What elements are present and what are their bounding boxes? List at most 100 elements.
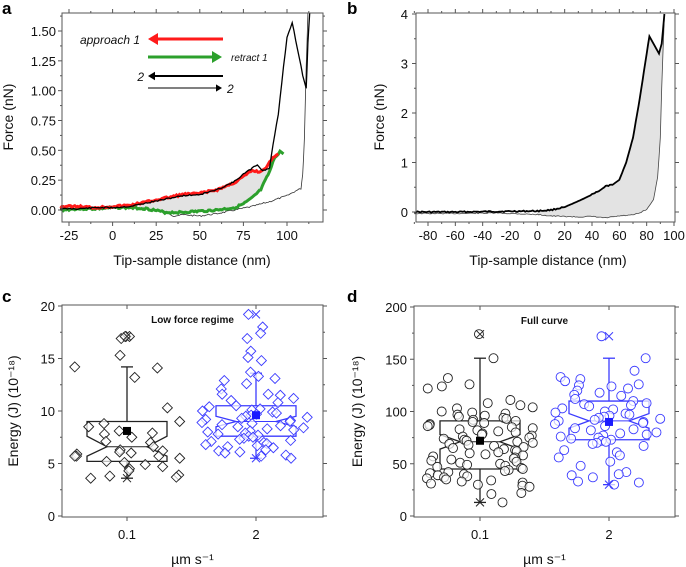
y-tick-label: 2 <box>401 106 408 121</box>
data-point <box>284 434 297 447</box>
legend-arrow-approach-1-head <box>148 33 158 45</box>
data-point <box>480 449 491 460</box>
data-point <box>240 378 253 390</box>
data-point <box>550 419 560 429</box>
x-tick-label: 75 <box>236 228 250 243</box>
data-point <box>517 464 528 474</box>
x-tick-label: 25 <box>149 228 163 243</box>
min-marker <box>604 480 614 490</box>
x-tick-label: -80 <box>419 228 438 243</box>
y-axis-label: Force (nN) <box>371 84 387 151</box>
data-point <box>170 471 182 483</box>
data-point <box>297 422 310 434</box>
data-point <box>609 479 620 490</box>
data-point <box>230 400 242 412</box>
data-point <box>262 388 274 400</box>
data-point <box>151 362 164 374</box>
data-point <box>493 447 504 458</box>
mean-marker <box>605 417 613 426</box>
x-tick-label: 100 <box>276 228 298 243</box>
data-point <box>212 428 224 440</box>
data-point <box>479 418 490 428</box>
data-point <box>550 407 561 418</box>
data-point <box>462 459 473 470</box>
y-tick-label: 150 <box>385 352 407 367</box>
x-tick-label: 0 <box>109 228 116 243</box>
data-point <box>527 402 538 413</box>
y-axis-label: Force (nN) <box>0 84 16 151</box>
data-point <box>200 438 212 451</box>
shaded-energy-area <box>138 151 280 213</box>
shaded-energy-area <box>537 14 665 218</box>
data-point <box>638 418 648 428</box>
panel-letter-c: c <box>2 287 11 306</box>
data-point <box>587 472 598 483</box>
mean-marker <box>123 426 131 435</box>
data-point <box>113 425 125 437</box>
data-point <box>566 470 577 481</box>
data-point <box>493 426 504 437</box>
legend-arrow-retract-2-head <box>216 84 222 92</box>
y-tick-label: 1 <box>401 156 408 171</box>
min-marker <box>475 498 485 507</box>
data-point <box>585 425 596 436</box>
data-point <box>436 381 447 392</box>
data-point <box>269 372 281 385</box>
data-point <box>560 376 571 387</box>
x-tick-label: 2 <box>605 527 612 542</box>
box-group-0_1 <box>69 330 186 484</box>
y-tick-label: 0.50 <box>31 143 56 158</box>
box-group-0_1 <box>422 329 538 508</box>
y-tick-label: 15 <box>41 352 55 367</box>
data-point <box>570 394 581 404</box>
x-tick-label: -60 <box>446 228 465 243</box>
data-point <box>83 421 95 433</box>
x-axis-label: Tip-sample distance (nm) <box>113 252 270 268</box>
max-marker <box>122 332 132 341</box>
data-point <box>236 412 248 424</box>
data-point <box>641 398 652 409</box>
notched-box <box>86 420 168 463</box>
legend-label-retract-2: 2 <box>226 82 234 96</box>
y-tick-label: 0 <box>48 509 55 524</box>
data-point <box>515 400 526 411</box>
legend-label-approach-1: approach 1 <box>80 33 140 47</box>
data-point <box>174 452 186 464</box>
y-tick-label: 5 <box>48 457 55 472</box>
panel-a-force-curve: -25 0 25 50 75 100 0.00 0.25 0.50 0.75 1.00 1.25 1.5… <box>0 9 327 268</box>
y-tick-label: 50 <box>393 457 407 472</box>
x-axis-label: µm s⁻¹ <box>171 551 214 567</box>
max-marker <box>251 310 261 319</box>
data-point <box>605 456 616 467</box>
x-tick-label: 100 <box>663 228 685 243</box>
y-tick-label: 0.25 <box>31 173 56 188</box>
data-point <box>219 447 231 459</box>
data-point <box>497 497 508 508</box>
data-point <box>125 447 137 459</box>
y-axis-label: Energy (J) (10⁻¹⁸) <box>5 355 21 466</box>
series-approach-2-line <box>60 13 311 211</box>
notched-box <box>568 400 650 441</box>
data-point <box>153 450 165 462</box>
data-point <box>640 353 651 364</box>
data-point <box>651 427 662 438</box>
data-point <box>161 402 174 414</box>
data-point <box>252 370 265 382</box>
data-point <box>422 383 433 394</box>
data-point <box>486 489 497 500</box>
data-point <box>655 413 666 424</box>
data-point <box>510 427 521 438</box>
y-tick-label: 4 <box>401 7 408 22</box>
panel-b-force-curve: -80 -60 -40 -20 0 20 40 60 80 100 0 1 2 3 4 Tip-sample … <box>371 7 685 268</box>
data-point <box>633 379 644 390</box>
data-point <box>623 383 633 394</box>
data-point <box>69 450 81 462</box>
x-tick-label: -25 <box>60 228 79 243</box>
data-point <box>104 470 116 482</box>
notched-box <box>215 405 297 437</box>
x-tick-label: 20 <box>557 228 571 243</box>
data-point <box>596 331 607 342</box>
data-point <box>196 416 208 429</box>
min-marker <box>122 473 132 483</box>
x-tick-label: 0.1 <box>118 527 136 542</box>
